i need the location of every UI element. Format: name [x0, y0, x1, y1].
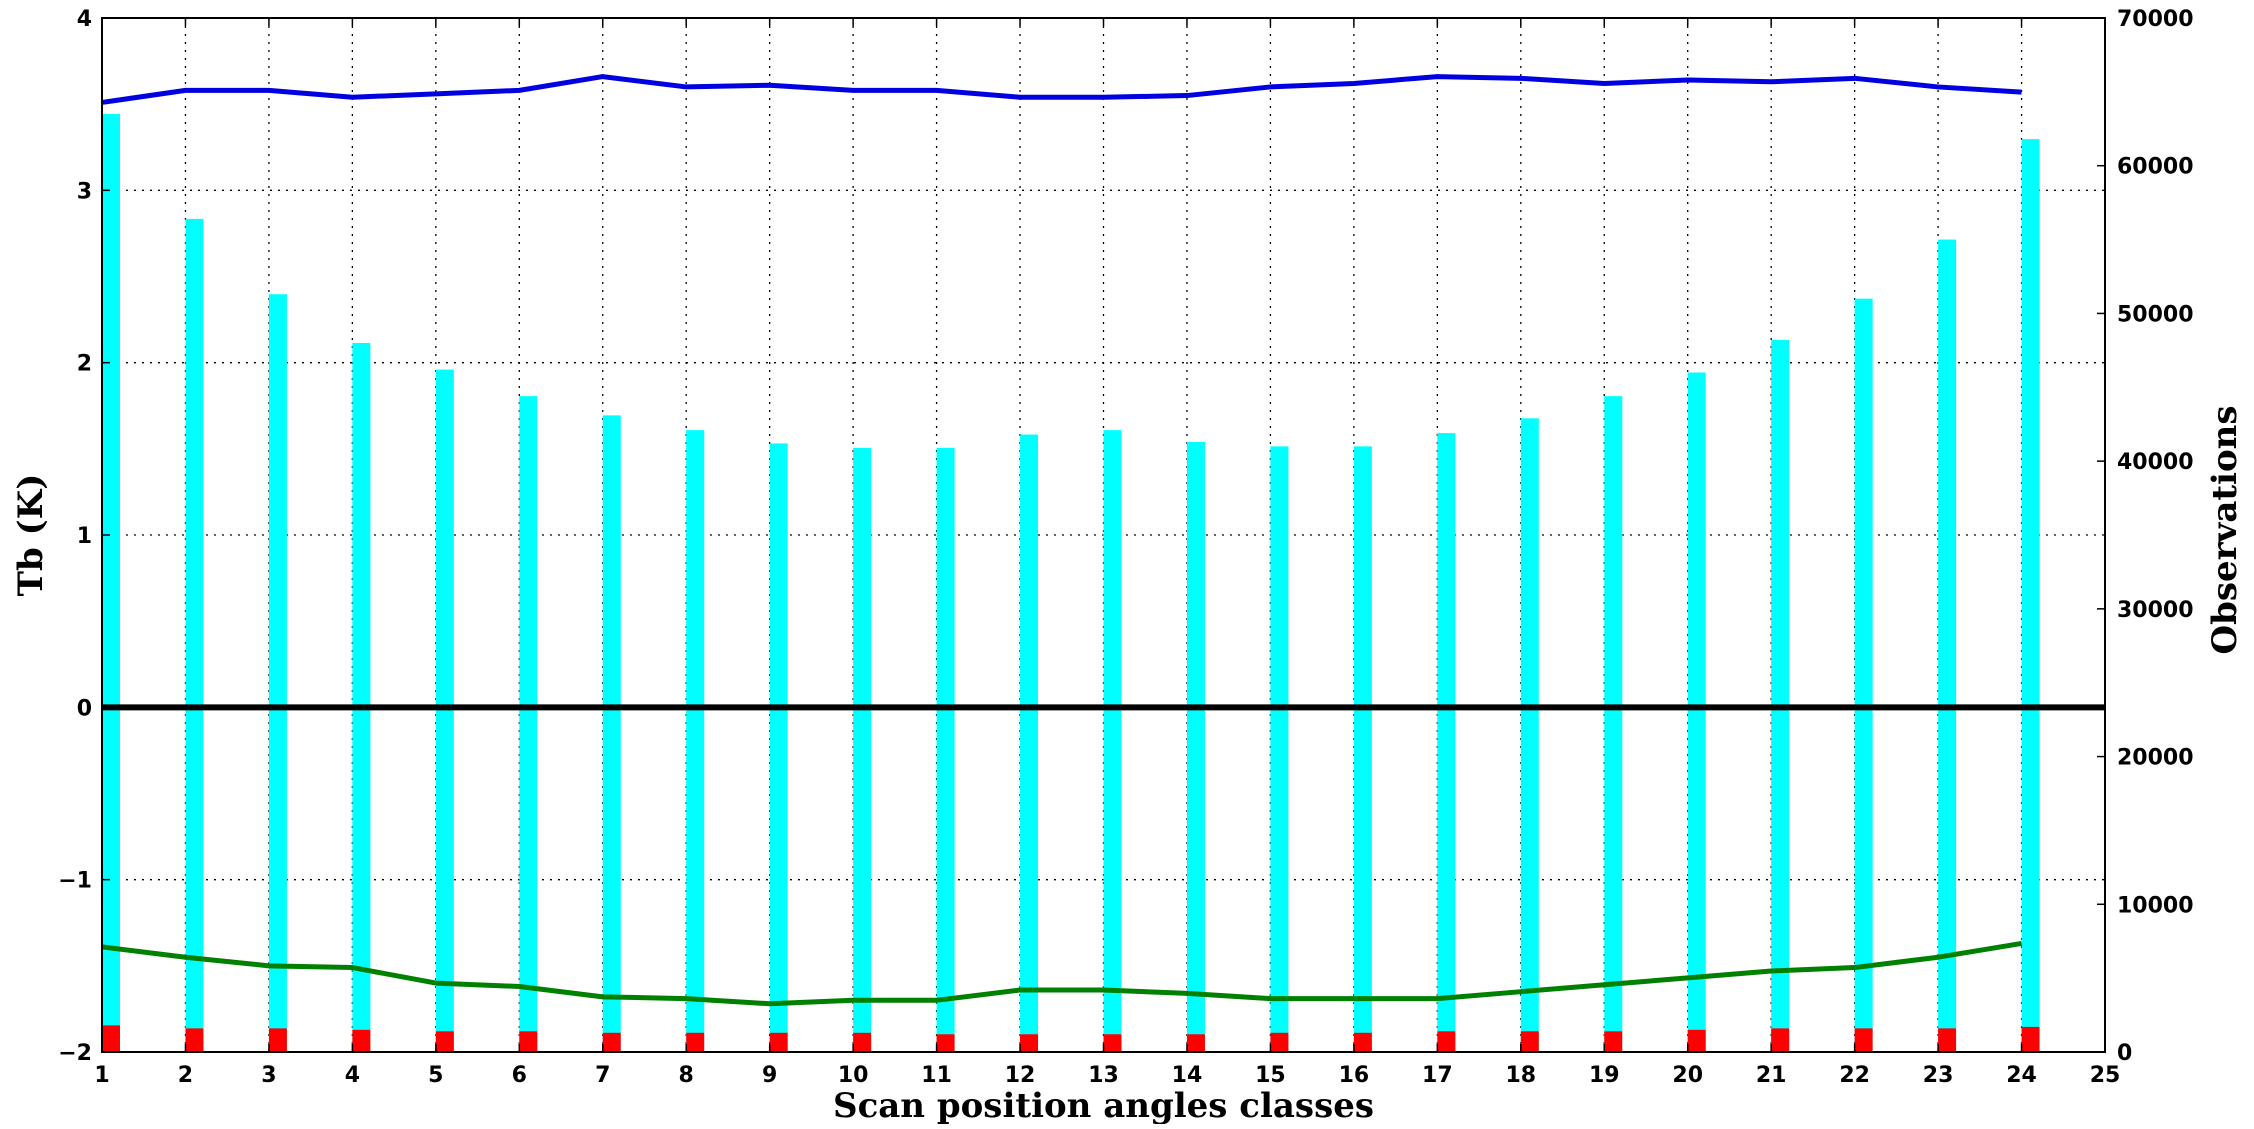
observations-bar: [853, 447, 872, 1052]
observations-subset-bar: [1938, 1028, 1957, 1052]
observations-bar: [1771, 340, 1790, 1052]
observations-bar: [769, 443, 788, 1053]
observations-bar: [268, 294, 287, 1052]
observations-bar: [1687, 372, 1706, 1052]
x-tick-label: 12: [1005, 1063, 1036, 1088]
x-tick-label: 3: [261, 1063, 276, 1088]
observations-subset-bar: [1353, 1032, 1372, 1052]
observations-subset-bar: [686, 1032, 705, 1052]
x-tick-label: 16: [1339, 1063, 1370, 1088]
y-right-tick-label: 40000: [2117, 450, 2194, 475]
observations-bar: [1020, 434, 1039, 1052]
observations-subset-bar: [435, 1031, 454, 1052]
observations-bar: [1604, 396, 1623, 1052]
observations-subset-bar: [1103, 1034, 1122, 1052]
x-tick-label: 7: [595, 1063, 610, 1088]
x-tick-label: 2: [178, 1063, 193, 1088]
observations-subset-bar: [1687, 1029, 1706, 1052]
x-tick-label: 17: [1422, 1063, 1453, 1088]
y-right-tick-label: 70000: [2117, 7, 2194, 32]
observations-bar: [1353, 446, 1372, 1052]
y-left-tick-label: 4: [77, 7, 92, 32]
y-right-tick-label: 30000: [2117, 598, 2194, 623]
lines-layer: [101, 74, 2022, 1007]
y-axis-right-title: Observations: [2205, 405, 2245, 654]
observations-bar: [435, 369, 454, 1052]
observations-subset-bar: [2021, 1026, 2040, 1052]
observations-bar: [1520, 418, 1539, 1052]
x-tick-label: 4: [345, 1063, 360, 1088]
x-tick-label: 11: [921, 1063, 952, 1088]
y-right-tick-label: 20000: [2117, 746, 2194, 771]
observations-subset-bar: [185, 1028, 204, 1052]
bars-layer: [102, 114, 2040, 1053]
observations-bar: [352, 342, 371, 1052]
observations-subset-bar: [268, 1028, 287, 1052]
x-tick-label: 13: [1088, 1063, 1119, 1088]
y-right-tick-label: 0: [2117, 1041, 2132, 1066]
x-tick-label: 18: [1505, 1063, 1536, 1088]
observations-bar: [519, 396, 538, 1052]
observations-bar: [936, 447, 955, 1052]
observations-subset-bar: [102, 1025, 120, 1052]
observations-subset-bar: [1270, 1032, 1289, 1052]
x-tick-label: 14: [1172, 1063, 1203, 1088]
observations-subset-bar: [519, 1031, 538, 1052]
observations-subset-bar: [936, 1034, 955, 1052]
y-axis-left-title: Tb (K): [11, 474, 51, 597]
observations-subset-bar: [1854, 1028, 1873, 1052]
observations-bar: [2021, 139, 2040, 1052]
x-tick-label: 25: [2090, 1063, 2121, 1088]
y-left-tick-label: 0: [77, 696, 92, 721]
observations-bar: [1186, 441, 1205, 1052]
x-tick-label: 24: [2006, 1063, 2037, 1088]
observations-subset-bar: [602, 1032, 621, 1052]
observations-bar: [686, 430, 705, 1052]
observations-bar: [102, 114, 120, 1052]
x-tick-label: 15: [1255, 1063, 1286, 1088]
observations-subset-bar: [352, 1029, 371, 1052]
observations-subset-bar: [853, 1032, 872, 1052]
observations-bar: [1270, 446, 1289, 1052]
observations-subset-bar: [1186, 1034, 1205, 1052]
y-left-tick-label: −1: [58, 869, 92, 894]
x-tick-label: 21: [1756, 1063, 1787, 1088]
x-tick-label: 6: [512, 1063, 527, 1088]
observations-bar: [1938, 239, 1957, 1053]
y-left-tick-label: 3: [77, 179, 92, 204]
x-tick-label: 23: [1923, 1063, 1954, 1088]
x-axis-title: Scan position angles classes: [833, 1086, 1374, 1124]
y-right-tick-label: 10000: [2117, 893, 2194, 918]
y-right-tick-label: 60000: [2117, 155, 2194, 180]
observations-subset-bar: [769, 1032, 788, 1052]
observations-bar: [185, 218, 204, 1053]
observations-subset-bar: [1604, 1031, 1623, 1052]
observations-subset-bar: [1437, 1031, 1456, 1052]
observations-bar: [1854, 298, 1873, 1053]
ticks-layer: 1 2 3 4 5 6 7 8 9 10 11 12 13 14 15 16 17 18 19 20 21 22 23 24 2…: [58, 7, 2193, 1088]
x-tick-label: 1: [94, 1063, 109, 1088]
x-tick-label: 10: [838, 1063, 869, 1088]
x-tick-label: 5: [428, 1063, 443, 1088]
x-tick-label: 19: [1589, 1063, 1620, 1088]
y-left-tick-label: 2: [77, 352, 92, 377]
observations-subset-bar: [1020, 1034, 1039, 1052]
observations-subset-bar: [1771, 1028, 1790, 1052]
y-right-tick-label: 50000: [2117, 302, 2194, 327]
observations-bar: [602, 415, 621, 1052]
observations-bar: [1103, 430, 1122, 1052]
tb-upper-line: [101, 74, 2022, 105]
observations-bar: [1437, 433, 1456, 1052]
observations-subset-bar: [1520, 1031, 1539, 1052]
x-tick-label: 20: [1672, 1063, 1703, 1088]
x-tick-label: 8: [679, 1063, 694, 1088]
y-left-tick-label: 1: [77, 524, 92, 549]
tb-lower-line: [101, 940, 2022, 1007]
y-left-tick-label: −2: [58, 1041, 92, 1066]
x-tick-label: 22: [1839, 1063, 1870, 1088]
x-tick-label: 9: [762, 1063, 777, 1088]
